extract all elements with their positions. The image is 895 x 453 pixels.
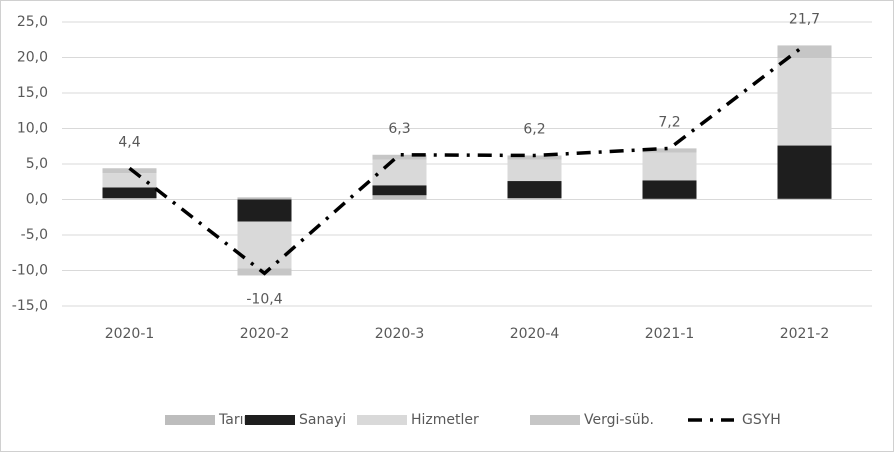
bar-segment — [237, 197, 292, 200]
y-tick-label: -10,0 — [12, 263, 48, 279]
bar-segment — [642, 152, 697, 181]
legend-label: Vergi-süb. — [584, 412, 654, 428]
x-tick-label: 2021-2 — [780, 326, 830, 342]
bar-segment — [507, 181, 562, 199]
y-tick-label: -15,0 — [12, 298, 48, 314]
bar-segment — [507, 198, 562, 200]
data-label: -10,4 — [246, 291, 282, 307]
x-tick-label: 2020-1 — [105, 326, 155, 342]
data-label: 6,3 — [388, 121, 410, 137]
data-label: 4,4 — [118, 134, 140, 150]
y-tick-label: 10,0 — [17, 121, 48, 137]
data-label: 21,7 — [789, 11, 820, 27]
x-tick-label: 2020-3 — [375, 326, 425, 342]
bar-segment — [777, 198, 832, 200]
bar-segment — [372, 185, 427, 196]
bar-segment — [777, 145, 832, 199]
legend-label: Hizmetler — [411, 412, 479, 428]
bar-segment — [372, 159, 427, 186]
x-tick-label: 2021-1 — [645, 326, 695, 342]
bar-segment — [777, 58, 832, 146]
bar-segment — [642, 180, 697, 199]
x-tick-label: 2020-4 — [510, 326, 560, 342]
bar-segment — [102, 187, 157, 199]
bar-segment — [642, 148, 697, 153]
y-tick-label: 5,0 — [26, 156, 48, 172]
data-label: 7,2 — [658, 114, 680, 130]
bar-segment — [237, 199, 292, 222]
y-tick-label: 15,0 — [17, 85, 48, 101]
bar-segment — [237, 221, 292, 269]
bar-segment — [372, 195, 427, 200]
y-tick-label: -5,0 — [21, 227, 48, 243]
bar-segment — [102, 173, 157, 188]
x-tick-label: 2020-2 — [240, 326, 290, 342]
y-tick-label: 0,0 — [26, 192, 48, 208]
bar-segment — [642, 198, 697, 200]
line — [128, 44, 806, 276]
bar-segment — [102, 198, 157, 200]
legend-label: Sanayi — [299, 412, 346, 428]
legend-swatch — [245, 415, 295, 425]
legend-label: GSYH — [742, 412, 781, 428]
data-label: 6,2 — [523, 121, 545, 137]
bar-segment — [372, 154, 427, 160]
legend-swatch — [530, 415, 580, 425]
legend-swatch — [165, 415, 215, 425]
bar-segment — [507, 159, 562, 182]
y-tick-label: 25,0 — [17, 14, 48, 30]
bar-segment — [102, 168, 157, 174]
bar-segment — [507, 155, 562, 160]
bar-segment — [777, 45, 832, 59]
legend-swatch — [357, 415, 407, 425]
y-tick-label: 20,0 — [17, 50, 48, 66]
